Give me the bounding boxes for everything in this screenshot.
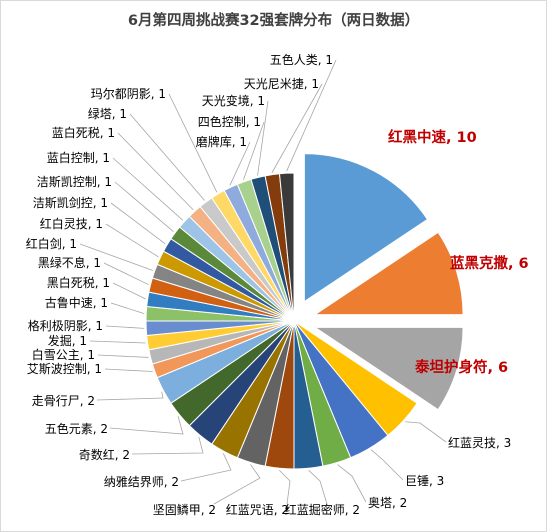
leader-line bbox=[405, 421, 447, 443]
leader-line bbox=[110, 302, 145, 315]
leader-line bbox=[213, 464, 261, 505]
leader-line bbox=[112, 282, 146, 300]
leader-line bbox=[89, 340, 146, 344]
chart-title: 6月第四周挑战赛32强套牌分布（两日数据） bbox=[127, 13, 420, 29]
data-label: 巨锤, 3 bbox=[405, 473, 444, 488]
pie-slices bbox=[145, 153, 464, 470]
leader-line bbox=[286, 59, 337, 172]
leader-line bbox=[370, 449, 404, 481]
leader-line bbox=[114, 181, 174, 232]
data-label: 发掘, 1 bbox=[48, 333, 87, 348]
leader-line bbox=[279, 469, 291, 505]
leader-lines bbox=[79, 59, 447, 505]
data-label: 黑白死税, 1 bbox=[47, 275, 110, 290]
data-label: 红蓝掘密师, 2 bbox=[285, 502, 360, 517]
data-label: 洁斯凯控制, 1 bbox=[37, 175, 112, 189]
leader-line bbox=[117, 132, 194, 211]
data-label: 红蓝灵技, 3 bbox=[448, 435, 511, 450]
data-label: 走骨行尸, 2 bbox=[32, 394, 95, 408]
data-label: 蓝黑克撒, 6 bbox=[450, 254, 529, 272]
leader-line bbox=[110, 202, 166, 245]
leader-line bbox=[168, 93, 218, 193]
data-label: 奥塔, 2 bbox=[368, 496, 407, 510]
leader-line bbox=[105, 223, 159, 258]
data-label: 古鲁中速, 1 bbox=[45, 295, 108, 310]
leader-line bbox=[337, 464, 367, 503]
data-label: 磨牌库, 1 bbox=[196, 134, 247, 149]
leader-line bbox=[243, 121, 265, 180]
data-label: 红白灵技, 1 bbox=[40, 216, 103, 231]
leader-line bbox=[271, 83, 323, 173]
data-label: 五色元素, 2 bbox=[45, 422, 108, 436]
leader-line bbox=[180, 453, 232, 482]
leader-line bbox=[103, 262, 149, 285]
data-label: 红白剑, 1 bbox=[26, 236, 77, 251]
data-labels: 红黑中速, 10 蓝黑克撒, 6 泰坦护身符, 6 红蓝灵技, 3 巨锤, 3 奥塔, 2… bbox=[26, 53, 529, 517]
data-label: 坚固鳞甲, 2 bbox=[153, 503, 216, 517]
data-label: 蓝白控制, 1 bbox=[47, 150, 110, 165]
pie-slice bbox=[313, 231, 464, 316]
data-label: 天光变境, 1 bbox=[202, 93, 265, 108]
leader-line bbox=[105, 325, 145, 329]
leader-line bbox=[109, 416, 184, 435]
data-label: 泰坦护身符, 6 bbox=[415, 358, 508, 376]
leader-line bbox=[229, 141, 251, 186]
data-label: 绿塔, 1 bbox=[88, 106, 127, 121]
data-label: 五色人类, 1 bbox=[270, 53, 333, 67]
leader-line bbox=[131, 436, 204, 455]
data-label: 格利极阴影, 1 bbox=[28, 318, 103, 333]
data-label: 天光尼米捷, 1 bbox=[244, 77, 319, 91]
data-label: 蓝白死税, 1 bbox=[52, 125, 115, 140]
data-label: 白雪公主, 1 bbox=[32, 347, 95, 362]
data-label: 艾斯波控制, 1 bbox=[27, 362, 102, 376]
data-label: 纳雅结界师, 2 bbox=[104, 474, 179, 489]
pie-slice bbox=[278, 172, 295, 322]
data-label: 黑绿不息, 1 bbox=[38, 255, 101, 270]
leader-line bbox=[79, 243, 153, 271]
leader-line bbox=[129, 113, 205, 201]
data-label: 奇数红, 2 bbox=[79, 447, 130, 462]
data-label: 玛尔都阴影, 1 bbox=[91, 86, 166, 101]
leader-line bbox=[308, 469, 328, 505]
leader-line bbox=[96, 391, 164, 401]
leader-line bbox=[112, 157, 184, 221]
data-label: 四色控制, 1 bbox=[198, 115, 261, 129]
pie-slice bbox=[303, 153, 429, 303]
leader-line bbox=[104, 368, 153, 372]
data-label: 红黑中速, 10 bbox=[388, 128, 477, 146]
leader-line bbox=[97, 354, 149, 358]
data-label: 红蓝咒语, 2 bbox=[226, 502, 289, 517]
leader-line bbox=[257, 100, 269, 176]
pie-slice bbox=[313, 326, 464, 411]
data-label: 洁斯凯剑控, 1 bbox=[33, 195, 108, 210]
